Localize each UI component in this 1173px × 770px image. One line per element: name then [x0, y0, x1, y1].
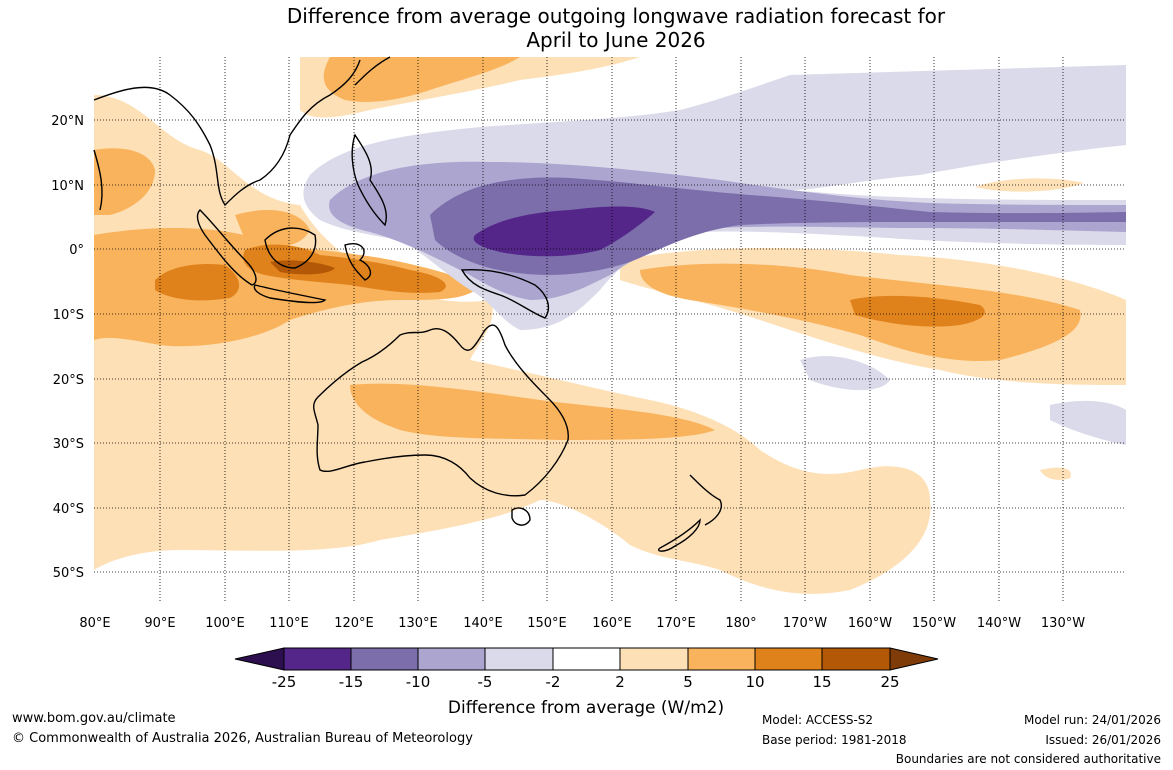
anomaly-negative-10-15-pacific — [430, 177, 1126, 275]
map-title-line1: Difference from average outgoing longwav… — [286, 4, 946, 28]
lon-label: 140°W — [977, 616, 1021, 631]
longitude-labels: 80°E 90°E 100°E 110°E 120°E 130°E 140°E … — [79, 616, 1085, 631]
colorbar-segment — [350, 647, 419, 671]
colorbar-arrow-right — [889, 647, 939, 671]
anomaly-positive-10-15-pacific — [850, 295, 985, 327]
lon-label: 90°E — [144, 616, 175, 631]
lon-label: 150°E — [527, 616, 567, 631]
lat-label: 0° — [69, 243, 84, 258]
lon-label: 160°E — [592, 616, 632, 631]
coastline-new-zealand-south — [658, 518, 701, 552]
colorbar — [234, 647, 939, 671]
coastlines — [93, 56, 722, 552]
issued-date: Issued: 26/01/2026 — [1045, 733, 1161, 747]
lon-label: 120°E — [334, 616, 374, 631]
colorbar-tick-label: 10 — [745, 673, 764, 691]
copyright-text: © Commonwealth of Australia 2026, Austra… — [12, 731, 473, 746]
lon-label: 170°W — [783, 616, 827, 631]
colorbar-segment — [484, 647, 554, 671]
anomaly-positive-2-5-southeast — [790, 476, 903, 531]
anomaly-negative-15-25-pacific — [473, 206, 655, 257]
map-title-line2: April to June 2026 — [526, 28, 706, 52]
colorbar-ticks: -25 -15 -10 -5 -2 2 5 10 15 25 Differenc… — [272, 673, 900, 718]
lon-label: 140°E — [463, 616, 503, 631]
anomaly-positive-5-10-borneo — [235, 210, 310, 247]
lat-label: 20°N — [51, 114, 84, 129]
graticule — [94, 57, 1126, 602]
anomaly-positive-5-10-west — [94, 148, 155, 215]
lon-label: 100°E — [205, 616, 245, 631]
coastline-new-guinea — [460, 268, 550, 319]
lon-label: 180° — [725, 616, 756, 631]
lat-label: 50°S — [53, 566, 84, 581]
lon-label: 80°E — [79, 616, 110, 631]
lon-label: 170°E — [656, 616, 696, 631]
coastline-sumatra — [196, 209, 257, 286]
anomaly-field — [94, 57, 1126, 602]
latitude-labels: 20°N 10°N 0° 10°S 20°S 30°S 40°S 50°S — [51, 114, 84, 581]
colorbar-label: Difference from average (W/m2) — [448, 698, 724, 718]
model-name: Model: ACCESS-S2 — [762, 713, 874, 727]
coastline-new-zealand-north — [689, 474, 722, 526]
lat-label: 10°N — [51, 179, 84, 194]
anomaly-positive-2-5-southeast-b — [1040, 467, 1071, 480]
lat-label: 30°S — [53, 437, 84, 452]
anomaly-negative-2-5-southeast — [1050, 400, 1126, 445]
anomaly-positive-5-10-australia — [350, 383, 715, 440]
lat-label: 10°S — [53, 308, 84, 323]
anomaly-positive-15-25-maritime — [270, 260, 335, 275]
website-link[interactable]: www.bom.gov.au/climate — [12, 711, 176, 726]
colorbar-tick-label: -5 — [478, 673, 493, 691]
coastline-japan — [354, 56, 391, 86]
lat-label: 40°S — [53, 502, 84, 517]
lon-label: 130°W — [1041, 616, 1085, 631]
colorbar-segment — [552, 647, 621, 671]
colorbar-segment — [821, 647, 891, 671]
anomaly-positive-2-5-small — [975, 178, 1084, 192]
coastline-tasmania — [511, 507, 531, 526]
lon-label: 130°E — [398, 616, 438, 631]
anomaly-negative-2-5-south — [800, 356, 890, 391]
colorbar-tick-label: 25 — [880, 673, 899, 691]
coastline-australia — [312, 324, 569, 497]
base-period: Base period: 1981-2018 — [762, 733, 907, 747]
anomaly-positive-10-15-indian-ocean — [155, 263, 240, 301]
colorbar-tick-label: 5 — [683, 673, 693, 691]
coastline-java — [253, 284, 327, 304]
colorbar-tick-label: 15 — [812, 673, 831, 691]
anomaly-positive-5-10-indian-ocean — [94, 228, 480, 347]
lon-label: 160°W — [848, 616, 892, 631]
model-run-date: Model run: 24/01/2026 — [1023, 713, 1161, 727]
colorbar-segment — [417, 647, 486, 671]
coastline-india — [93, 149, 103, 211]
coastline-southeast-asia — [93, 59, 361, 207]
colorbar-tick-label: -10 — [406, 673, 431, 691]
colorbar-segment — [283, 647, 352, 671]
lat-label: 20°S — [53, 373, 84, 388]
colorbar-arrow-left — [234, 647, 285, 671]
lon-label: 150°W — [912, 616, 956, 631]
coastline-philippines — [351, 133, 387, 227]
colorbar-segment — [687, 647, 756, 671]
lon-label: 110°E — [269, 616, 309, 631]
colorbar-tick-label: -25 — [272, 673, 297, 691]
boundaries-disclaimer: Boundaries are not considered authoritat… — [895, 752, 1161, 766]
coastline-sulawesi — [344, 243, 372, 281]
anomaly-positive-10-15-maritime — [243, 244, 446, 293]
coastline-borneo — [264, 227, 317, 269]
colorbar-tick-label: -2 — [546, 673, 561, 691]
colorbar-tick-label: -15 — [339, 673, 364, 691]
colorbar-tick-label: 2 — [615, 673, 625, 691]
colorbar-segment — [754, 647, 823, 671]
colorbar-segment — [619, 647, 689, 671]
anomaly-positive-2-5-indian-ocean — [94, 95, 931, 594]
